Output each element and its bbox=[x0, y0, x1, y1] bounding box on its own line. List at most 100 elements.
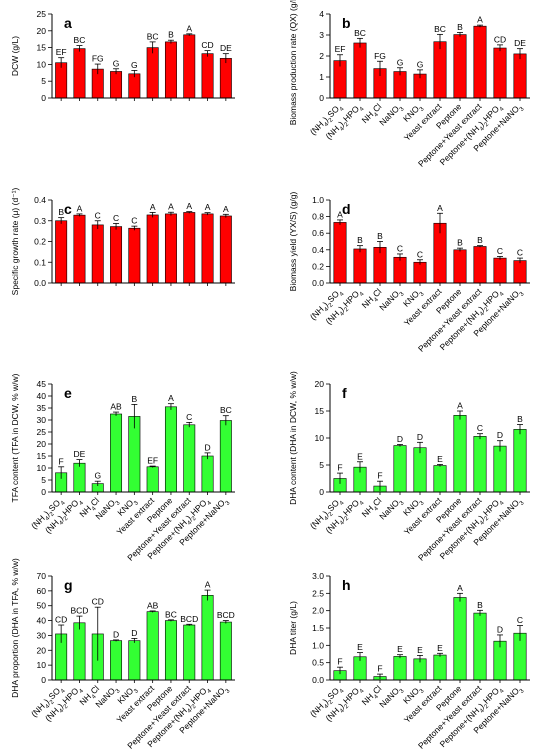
significance-letter: F bbox=[337, 463, 342, 473]
y-tick-label: 10 bbox=[37, 463, 47, 473]
significance-letter: A bbox=[77, 203, 83, 213]
bar bbox=[513, 53, 527, 99]
y-tick-label: 0.1 bbox=[34, 257, 46, 267]
y-tick-label: 10 bbox=[37, 660, 47, 670]
significance-letter: BCD bbox=[70, 606, 88, 616]
panel-letter: f bbox=[342, 385, 347, 401]
y-tick-label: 15 bbox=[315, 406, 325, 416]
significance-letter: B bbox=[457, 238, 463, 248]
bar bbox=[183, 624, 196, 681]
significance-letter: A bbox=[205, 580, 211, 590]
bar bbox=[183, 424, 196, 493]
y-tick-label: 20 bbox=[315, 379, 325, 389]
bar bbox=[413, 447, 427, 493]
bar bbox=[73, 622, 86, 681]
bar bbox=[493, 445, 507, 493]
significance-letter: A bbox=[337, 209, 343, 219]
significance-letter: A bbox=[186, 23, 192, 33]
y-tick-label: 5 bbox=[319, 460, 324, 470]
significance-letter: F bbox=[59, 456, 64, 466]
y-tick-label: 15 bbox=[37, 451, 47, 461]
significance-letter: BCD bbox=[217, 610, 235, 620]
y-axis-label: Biomass yield (YX/S) (g/g) bbox=[288, 191, 298, 291]
y-tick-label: 10 bbox=[37, 59, 47, 69]
bar bbox=[513, 429, 527, 493]
bar bbox=[513, 260, 527, 284]
significance-letter: BCD bbox=[180, 614, 198, 624]
significance-letter: D bbox=[417, 432, 423, 442]
significance-letter: G bbox=[94, 471, 101, 481]
bar bbox=[453, 415, 467, 493]
significance-letter: E bbox=[437, 454, 443, 464]
bar bbox=[473, 246, 487, 284]
bar bbox=[164, 213, 177, 284]
y-tick-label: 0 bbox=[319, 93, 324, 103]
y-tick-label: 0.8 bbox=[312, 212, 324, 222]
y-tick-label: 1.0 bbox=[312, 640, 324, 650]
bar bbox=[110, 413, 123, 493]
y-tick-label: 5 bbox=[41, 475, 46, 485]
significance-letter: C bbox=[131, 216, 137, 226]
bar bbox=[473, 25, 487, 99]
bar bbox=[413, 261, 427, 284]
bar bbox=[493, 47, 507, 99]
panel-letter: a bbox=[64, 15, 72, 31]
significance-letter: AB bbox=[147, 600, 159, 610]
y-tick-label: 25 bbox=[37, 427, 47, 437]
significance-letter: B bbox=[132, 394, 138, 404]
bar bbox=[219, 420, 232, 493]
panel-letter: e bbox=[64, 385, 72, 401]
significance-letter: C bbox=[186, 412, 192, 422]
bar bbox=[433, 41, 447, 99]
bar bbox=[128, 73, 141, 99]
y-tick-label: 0.0 bbox=[34, 278, 46, 288]
y-tick-label: 2 bbox=[319, 51, 324, 61]
y-tick-label: 0.2 bbox=[34, 237, 46, 247]
y-tick-label: 70 bbox=[37, 571, 47, 581]
bar bbox=[55, 62, 68, 99]
chart-panel-c: 0.0 0.1 0.2 0.3 0.4 B A C C C A A A A A Specific growth… bbox=[10, 188, 235, 295]
significance-letter: E bbox=[357, 642, 363, 652]
bar bbox=[183, 212, 196, 284]
significance-letter: AB bbox=[110, 402, 122, 412]
bar bbox=[393, 656, 407, 681]
y-tick-label: 4 bbox=[319, 9, 324, 19]
y-tick-label: 2.5 bbox=[312, 588, 324, 598]
chart-panel-g: 010203040506070CD(NH4)2SO4BCD(NH4)2HPO4C… bbox=[10, 558, 235, 750]
bar bbox=[110, 640, 123, 681]
bar bbox=[146, 214, 159, 284]
y-tick-label: 30 bbox=[37, 630, 47, 640]
y-tick-label: 3.0 bbox=[312, 571, 324, 581]
bar bbox=[128, 227, 141, 284]
significance-letter: B bbox=[477, 600, 483, 610]
significance-letter: BC bbox=[220, 405, 232, 415]
y-tick-label: 0.0 bbox=[312, 675, 324, 685]
y-axis-label: DHA titer (g/L) bbox=[288, 601, 298, 655]
significance-letter: D bbox=[204, 442, 210, 452]
y-tick-label: 1 bbox=[319, 72, 324, 82]
y-tick-label: 0.6 bbox=[312, 228, 324, 238]
significance-letter: B bbox=[377, 231, 383, 241]
significance-letter: A bbox=[457, 401, 463, 411]
y-tick-label: 20 bbox=[37, 439, 47, 449]
significance-letter: EF bbox=[147, 456, 158, 466]
bar bbox=[91, 224, 104, 284]
significance-letter: CD bbox=[92, 597, 104, 607]
y-tick-label: 30 bbox=[37, 415, 47, 425]
significance-letter: F bbox=[377, 664, 382, 674]
chart-panel-d: 0.00.20.40.60.81.0A(NH4)2SO4B(NH4)2HPO4B… bbox=[288, 191, 530, 354]
significance-letter: B bbox=[168, 30, 174, 40]
significance-letter: A bbox=[223, 204, 229, 214]
bar bbox=[453, 597, 467, 681]
y-tick-label: 60 bbox=[37, 586, 47, 596]
y-tick-label: 0 bbox=[41, 675, 46, 685]
y-axis-label: DHA content (DHA in DCW, % w/w) bbox=[288, 371, 298, 505]
y-tick-label: 10 bbox=[315, 433, 325, 443]
significance-letter: G bbox=[397, 57, 404, 67]
bar bbox=[353, 42, 367, 99]
bar bbox=[146, 611, 159, 681]
significance-letter: EF bbox=[335, 44, 346, 54]
chart-panel-e: 051015202530354045F(NH4)2SO4DE(NH4)2HPO4… bbox=[10, 373, 235, 563]
y-tick-label: 0 bbox=[41, 487, 46, 497]
significance-letter: G bbox=[417, 59, 424, 69]
